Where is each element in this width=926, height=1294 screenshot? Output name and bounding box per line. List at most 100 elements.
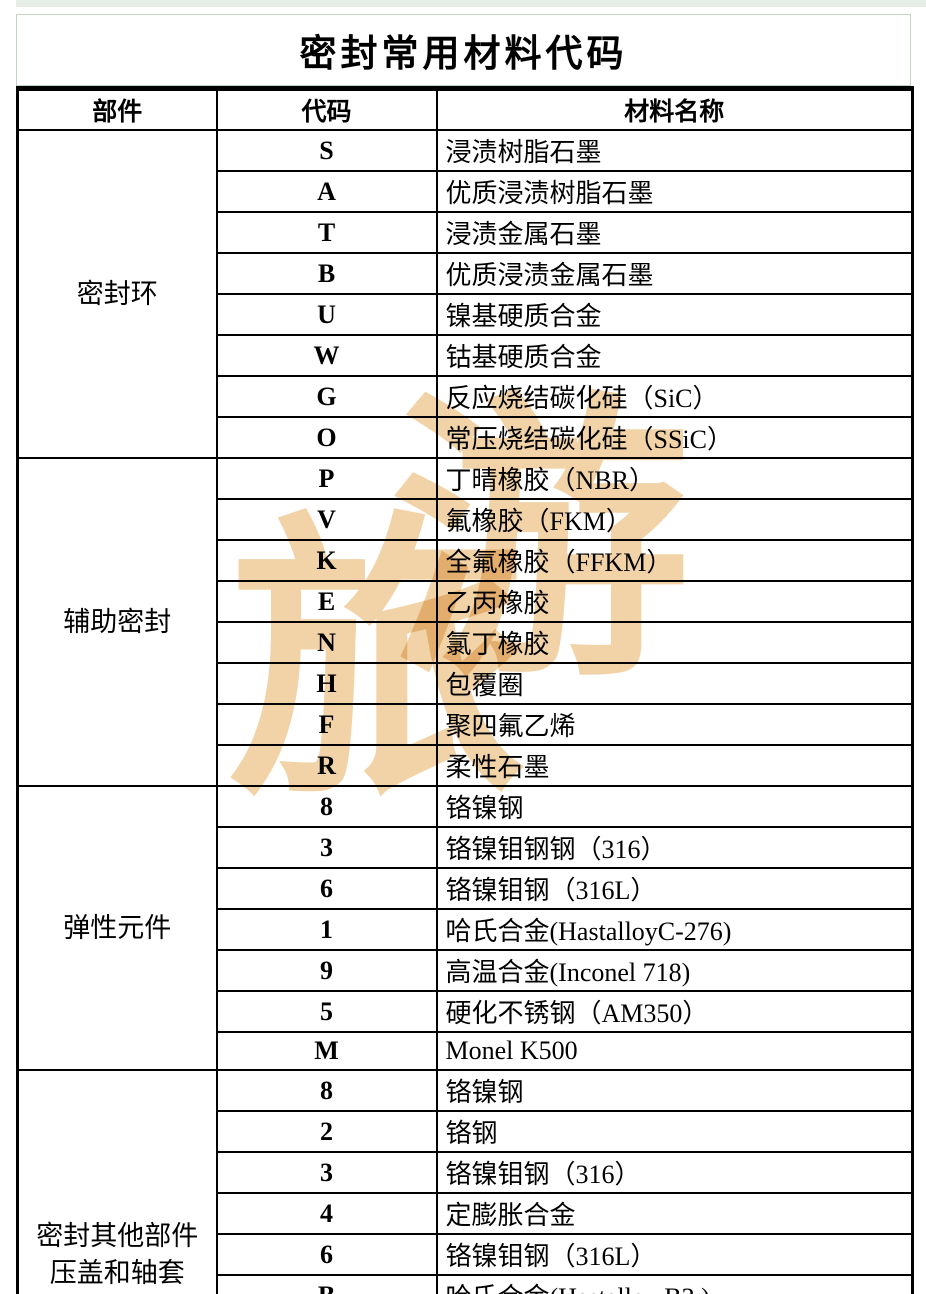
table-row: 3 铬镍钼钢（316）	[18, 1151, 914, 1194]
material-cell: 铬钢	[435, 1110, 914, 1153]
code-cell: W	[215, 334, 438, 377]
table-row: 3 铬镍钼钢钢（316）	[18, 826, 914, 869]
material-cell: 铬镍钼钢（316）	[435, 1151, 914, 1194]
material-cell: 氟橡胶（FKM）	[435, 498, 914, 541]
table-row: F 聚四氟乙烯	[18, 703, 914, 746]
material-cell: 哈氏合金(Hastalloy B2 )	[435, 1274, 914, 1294]
code-cell: 6	[215, 1233, 438, 1276]
table-row: N 氯丁橡胶	[18, 621, 914, 664]
material-cell: 定膨胀合金	[435, 1192, 914, 1235]
materials-table: 部件 代码 材料名称 密封环 S 浸渍树脂石墨 A 优质浸渍树脂石墨 T 浸渍金属石…	[16, 86, 914, 1294]
table-row: 密封其他部件 压盖和轴套 8 铬镍钢	[16, 1069, 914, 1294]
material-cell: 乙丙橡胶	[435, 580, 914, 623]
code-cell: 5	[215, 990, 438, 1033]
material-cell: 钴基硬质合金	[435, 334, 914, 377]
code-cell: 8	[215, 1069, 438, 1112]
part-cell: 辅助密封	[16, 457, 218, 787]
code-cell: 1	[215, 908, 438, 951]
material-cell: 镍基硬质合金	[435, 293, 914, 336]
code-cell: E	[215, 580, 438, 623]
header-row: 部件 代码 材料名称	[16, 87, 914, 131]
material-cell: 聚四氟乙烯	[435, 703, 914, 746]
material-cell: 丁晴橡胶（NBR）	[435, 457, 914, 500]
table-row: 1 哈氏合金(HastalloyC-276)	[18, 908, 914, 951]
code-cell: F	[215, 703, 438, 746]
table-row: H 包覆圈	[18, 662, 914, 705]
code-cell: T	[215, 211, 438, 254]
code-cell: K	[215, 539, 438, 582]
table-row: R 柔性石墨	[18, 744, 914, 787]
table-row: 辅助密封 P 丁晴橡胶（NBR）	[16, 457, 914, 787]
code-cell: B	[215, 1274, 438, 1294]
code-cell: 3	[215, 826, 438, 869]
material-cell: 氯丁橡胶	[435, 621, 914, 664]
material-cell: 柔性石墨	[435, 744, 914, 787]
code-cell: 4	[215, 1192, 438, 1235]
part-cell: 密封其他部件 压盖和轴套	[16, 1069, 218, 1294]
code-cell: G	[215, 375, 438, 418]
material-cell: 铬镍钼钢（316L）	[435, 1233, 914, 1276]
table-row: W 钴基硬质合金	[18, 334, 914, 377]
table-row: M Monel K500	[18, 1031, 914, 1071]
material-cell: 全氟橡胶（FFKM）	[435, 539, 914, 582]
part-cell: 密封环	[16, 129, 218, 459]
material-cell: Monel K500	[435, 1031, 914, 1071]
col-header-part: 部件	[16, 87, 218, 131]
sheet-top-edge	[16, 0, 926, 7]
table-row: E 乙丙橡胶	[18, 580, 914, 623]
col-header-code: 代码	[215, 87, 438, 131]
code-cell: 6	[215, 867, 438, 910]
table-row: A 优质浸渍树脂石墨	[18, 170, 914, 213]
material-cell: 反应烧结碳化硅（SiC）	[435, 375, 914, 418]
code-cell: N	[215, 621, 438, 664]
table-row: K 全氟橡胶（FFKM）	[18, 539, 914, 582]
material-cell: 优质浸渍金属石墨	[435, 252, 914, 295]
material-cell: 硬化不锈钢（AM350）	[435, 990, 914, 1033]
page-title: 密封常用材料代码	[299, 34, 628, 75]
table-row: 密封环 S 浸渍树脂石墨	[16, 129, 914, 459]
table-row: B 优质浸渍金属石墨	[18, 252, 914, 295]
table-row: O 常压烧结碳化硅（SSiC）	[18, 416, 914, 459]
code-cell: A	[215, 170, 438, 213]
material-cell: 浸渍金属石墨	[435, 211, 914, 254]
code-cell: U	[215, 293, 438, 336]
code-cell: 2	[215, 1110, 438, 1153]
code-cell: B	[215, 252, 438, 295]
col-header-material: 材料名称	[435, 87, 914, 131]
code-cell: O	[215, 416, 438, 459]
material-cell: 铬镍钼钢钢（316）	[435, 826, 914, 869]
table-row: T 浸渍金属石墨	[18, 211, 914, 254]
table-row: B哈氏合金(Hastalloy B2 )	[18, 1274, 914, 1294]
code-cell: 9	[215, 949, 438, 992]
table-title-box: 密封常用材料代码	[16, 14, 911, 86]
material-cell: 优质浸渍树脂石墨	[435, 170, 914, 213]
code-cell: P	[215, 457, 438, 500]
material-cell: 哈氏合金(HastalloyC-276)	[435, 908, 914, 951]
material-cell: 常压烧结碳化硅（SSiC）	[435, 416, 914, 459]
table-row: 5 硬化不锈钢（AM350）	[18, 990, 914, 1033]
code-cell: M	[215, 1031, 438, 1071]
code-cell: 8	[215, 785, 438, 828]
table-row: 2 铬钢	[18, 1110, 914, 1153]
material-cell: 包覆圈	[435, 662, 914, 705]
material-cell: 铬镍钢	[435, 785, 914, 828]
table-row: V 氟橡胶（FKM）	[18, 498, 914, 541]
part-cell-line1: 密封其他部件	[36, 1221, 199, 1252]
table-row: G 反应烧结碳化硅（SiC）	[18, 375, 914, 418]
table-row: 6 铬镍钼钢（316L）	[18, 867, 914, 910]
material-cell: 高温合金(Inconel 718)	[435, 949, 914, 992]
table-row: 9 高温合金(Inconel 718)	[18, 949, 914, 992]
code-cell: 3	[215, 1151, 438, 1194]
table-row: 4 定膨胀合金	[18, 1192, 914, 1235]
code-cell: R	[215, 744, 438, 787]
code-cell: S	[215, 129, 438, 172]
code-cell: V	[215, 498, 438, 541]
table-row: 6 铬镍钼钢（316L）	[18, 1233, 914, 1276]
code-cell: H	[215, 662, 438, 705]
material-cell: 浸渍树脂石墨	[435, 129, 914, 172]
part-cell: 弹性元件	[16, 785, 218, 1071]
table-row: U 镍基硬质合金	[18, 293, 914, 336]
material-cell: 铬镍钢	[435, 1069, 914, 1112]
table-row: 弹性元件 8 铬镍钢	[16, 785, 914, 1071]
